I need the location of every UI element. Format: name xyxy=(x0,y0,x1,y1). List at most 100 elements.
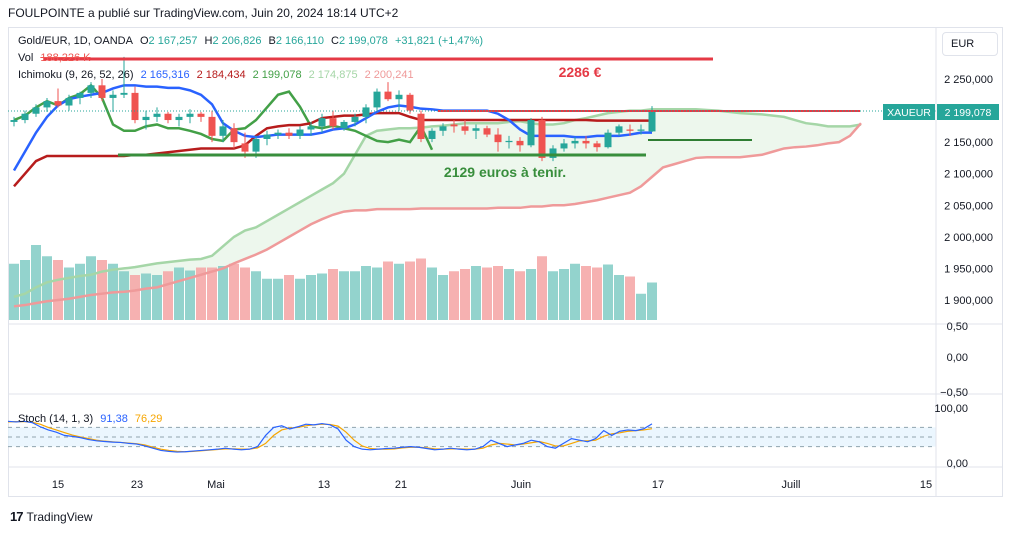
time-tick-label: Juill xyxy=(782,479,801,491)
candle xyxy=(285,128,293,139)
volume-bar xyxy=(427,267,437,320)
candle xyxy=(461,120,469,135)
candle-body xyxy=(43,101,51,108)
candle-body xyxy=(549,148,557,158)
candle-body xyxy=(593,143,601,148)
ichimoku-label[interactable]: Ichimoku (9, 26, 52, 26) xyxy=(18,69,134,81)
candle-body xyxy=(571,140,579,144)
candle-body xyxy=(505,140,513,143)
candle xyxy=(472,124,480,139)
time-tick-label: 17 xyxy=(652,479,664,491)
stoch-legend: Stoch (14, 1, 3) 91,38 76,29 xyxy=(18,413,166,425)
stoch-label[interactable]: Stoch (14, 1, 3) xyxy=(18,413,94,425)
footer-brand: 17 TradingView xyxy=(10,509,93,524)
candle xyxy=(450,120,458,133)
candle xyxy=(153,107,161,122)
volume-bar xyxy=(97,260,107,320)
volume-bar xyxy=(526,269,536,320)
candle-body xyxy=(516,140,524,146)
candle xyxy=(417,110,425,143)
candle xyxy=(87,82,95,98)
candle xyxy=(505,135,513,149)
candle xyxy=(142,110,150,130)
ichimoku-legend: Ichimoku (9, 26, 52, 26) 2 165,316 2 184… xyxy=(18,69,418,81)
currency-button[interactable]: EUR xyxy=(942,32,998,56)
candle-body xyxy=(384,91,392,100)
candle-body xyxy=(351,116,359,122)
candle xyxy=(263,130,271,146)
volume-bar xyxy=(86,256,96,320)
candle xyxy=(54,88,62,108)
volume-bar xyxy=(174,267,184,320)
candle xyxy=(329,110,337,130)
volume-bar xyxy=(647,282,657,320)
symbol-label[interactable]: Gold/EUR, 1D, OANDA xyxy=(18,35,133,47)
candle xyxy=(98,79,106,102)
candle-body xyxy=(21,113,29,121)
stoch-k-line xyxy=(8,420,653,453)
tradingview-logo-icon: 17 xyxy=(10,509,24,524)
price-tick-label: 1 900,000 xyxy=(944,295,993,307)
price-tag-symbol-bg xyxy=(883,104,935,120)
volume-value: 188,226 K xyxy=(40,52,91,64)
candle-body xyxy=(263,134,271,139)
volume-bar xyxy=(130,275,140,320)
candle-body xyxy=(296,129,304,136)
volume-bar xyxy=(218,266,228,320)
candle-body xyxy=(197,113,205,117)
volume-bar xyxy=(152,275,162,320)
volume-bar xyxy=(306,275,316,320)
candle-body xyxy=(219,126,227,136)
price-chart[interactable]: 2286 € 2129 euros à tenir. 2 250,000 2 20… xyxy=(8,27,1003,497)
candle-body xyxy=(252,138,260,152)
volume-bar xyxy=(317,273,327,320)
candle-body xyxy=(230,128,238,143)
volume-bar xyxy=(625,276,635,320)
close-label: C2 199,078 xyxy=(331,35,388,47)
candle-body xyxy=(285,132,293,136)
volume-bar xyxy=(372,267,382,320)
candle-body xyxy=(648,111,656,132)
time-tick-label: 15 xyxy=(52,479,64,491)
price-tick-label: 2 050,000 xyxy=(944,200,993,212)
volume-bar xyxy=(493,266,503,320)
tradingview-brand[interactable]: TradingView xyxy=(26,509,93,524)
volume-label[interactable]: Vol xyxy=(18,52,34,64)
candle-body xyxy=(164,113,172,121)
candle xyxy=(428,128,436,143)
volume-bar xyxy=(64,267,74,320)
stoch-tick-label: 100,00 xyxy=(934,403,968,415)
candle xyxy=(549,145,557,162)
candle-body xyxy=(483,128,491,135)
volume-tick-label: −0,50 xyxy=(940,387,968,399)
volume-tick-label: 0,50 xyxy=(947,321,968,333)
stoch-d-value: 76,29 xyxy=(134,413,163,425)
candle xyxy=(373,88,381,111)
candle xyxy=(307,121,315,136)
candle xyxy=(274,129,282,139)
price-tag-symbol: XAUEUR xyxy=(887,107,931,119)
candle xyxy=(164,111,172,124)
candle-body xyxy=(307,126,315,130)
candle xyxy=(626,124,634,136)
open-label: O2 167,257 xyxy=(139,35,198,47)
candle-body xyxy=(538,120,546,158)
volume-bar xyxy=(53,260,63,320)
ichimoku-tenkan-value: 2 165,316 xyxy=(140,69,190,81)
candle xyxy=(230,123,238,149)
volume-bar xyxy=(361,266,371,320)
candle xyxy=(65,94,73,111)
candle xyxy=(43,97,51,112)
candle xyxy=(109,90,117,112)
ichimoku-kijun-value: 2 184,434 xyxy=(196,69,246,81)
candle-body xyxy=(560,143,568,149)
volume-bar xyxy=(394,263,404,320)
candle-body xyxy=(208,116,216,136)
volume-bar xyxy=(559,269,569,320)
volume-bar xyxy=(504,269,514,320)
volume-bar xyxy=(449,271,459,320)
candle xyxy=(120,56,128,98)
candle xyxy=(571,137,579,149)
candle-body xyxy=(142,116,150,121)
volume-bar xyxy=(592,267,602,320)
